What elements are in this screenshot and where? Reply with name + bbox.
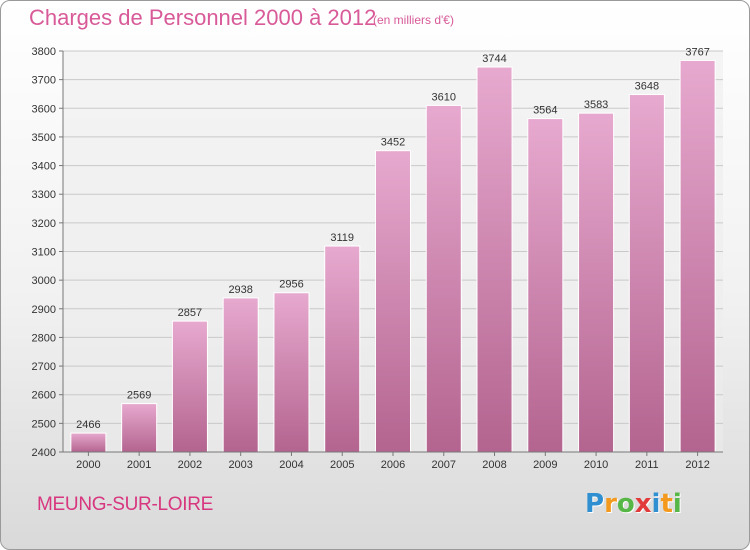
bar-2006[interactable] [374, 150, 412, 453]
y-tick-label: 3100 [32, 247, 56, 259]
data-label: 3610 [432, 91, 456, 103]
y-tick-label: 3800 [32, 46, 56, 58]
logo-letter: r [604, 489, 617, 519]
bar-2012[interactable] [679, 59, 716, 453]
y-tick-label: 2700 [32, 361, 56, 373]
bar-2010[interactable] [578, 112, 615, 453]
y-tick-label: 3500 [32, 132, 56, 144]
y-tick-label: 3400 [32, 161, 56, 173]
x-tick-label: 2009 [533, 459, 557, 471]
data-label: 3452 [381, 137, 405, 149]
data-label: 3744 [482, 53, 506, 65]
logo-letter: i [672, 489, 682, 519]
data-label: 2466 [76, 419, 100, 431]
data-label: 2956 [279, 279, 303, 291]
x-tick-label: 2008 [482, 459, 506, 471]
data-label: 2857 [178, 307, 202, 319]
y-tick-label: 2500 [32, 418, 56, 430]
bar-2003[interactable] [222, 297, 259, 453]
commune-name: MEUNG-SUR-LOIRE [37, 494, 214, 515]
logo-letter: o [616, 489, 635, 519]
data-label: 2569 [127, 390, 151, 402]
y-tick-label: 2900 [32, 304, 56, 316]
y-tick-label: 3600 [32, 103, 56, 115]
data-label: 3564 [533, 105, 557, 117]
bar-2001[interactable] [121, 403, 158, 453]
y-tick-label: 2600 [32, 390, 56, 402]
x-tick-label: 2003 [228, 459, 252, 471]
bar-2008[interactable] [476, 66, 513, 453]
logo-letter: i [651, 489, 661, 519]
x-tick-label: 2001 [127, 459, 151, 471]
logo-letter: x [634, 489, 652, 519]
logo-letter: t [660, 489, 673, 519]
y-tick-label: 2400 [32, 447, 56, 459]
bar-2007[interactable] [425, 104, 462, 453]
bar-2005[interactable] [324, 245, 361, 453]
bar-2009[interactable] [527, 118, 564, 453]
y-tick-label: 3200 [32, 218, 56, 230]
bar-2000[interactable] [70, 432, 107, 453]
data-label: 3648 [635, 81, 659, 93]
x-tick-label: 2004 [279, 459, 303, 471]
bar-2011[interactable] [628, 94, 665, 453]
bar-2004[interactable] [273, 292, 310, 453]
x-tick-label: 2002 [178, 459, 202, 471]
x-tick-label: 2011 [635, 459, 659, 471]
bar-2002[interactable] [171, 320, 208, 453]
x-tick-label: 2000 [76, 459, 100, 471]
y-tick-label: 3000 [32, 275, 56, 287]
y-tick-label: 2800 [32, 332, 56, 344]
x-tick-label: 2006 [381, 459, 405, 471]
data-label: 3583 [584, 99, 608, 111]
data-label: 3767 [685, 46, 709, 58]
x-tick-label: 2007 [432, 459, 456, 471]
x-tick-label: 2005 [330, 459, 354, 471]
y-tick-label: 3300 [32, 189, 56, 201]
logo-letter: P [585, 489, 605, 519]
x-tick-label: 2012 [685, 459, 709, 471]
chart-subtitle: (en milliers d'€) [373, 13, 454, 27]
data-label: 3119 [330, 232, 354, 244]
x-tick-label: 2010 [584, 459, 608, 471]
y-tick-label: 3700 [32, 75, 56, 87]
proxiti-logo[interactable]: Proxiti [585, 489, 682, 519]
data-label: 2938 [228, 284, 252, 296]
chart-title: Charges de Personnel 2000 à 2012 [29, 5, 377, 30]
